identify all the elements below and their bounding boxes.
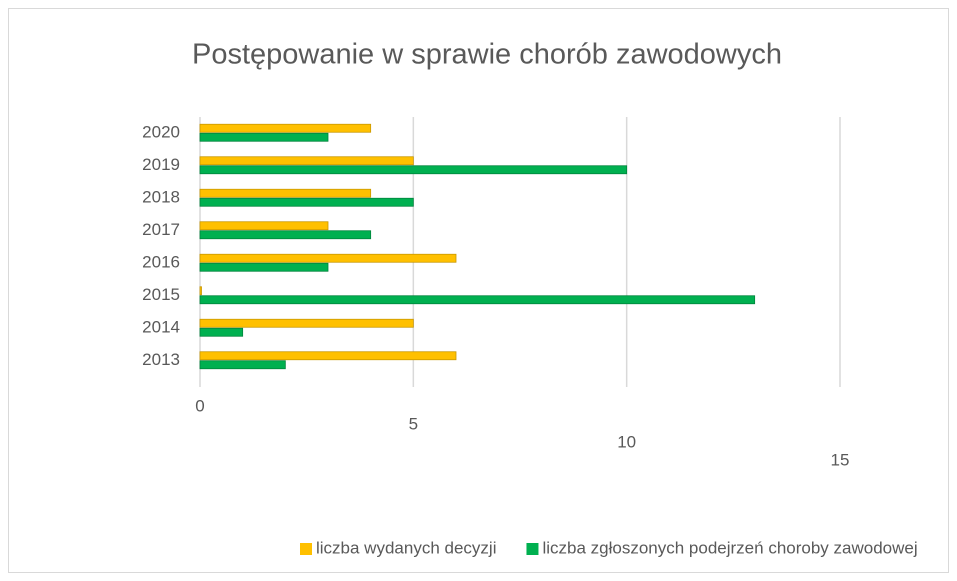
chart-frame xyxy=(8,8,949,573)
x-tick-label: 5 xyxy=(409,414,418,433)
legend-label: liczba zgłoszonych podejrzeń choroby zaw… xyxy=(542,538,917,557)
bar xyxy=(199,221,329,231)
y-tick-label: 2017 xyxy=(142,220,180,239)
y-tick-label: 2013 xyxy=(142,350,180,369)
bar xyxy=(199,156,414,166)
x-tick-label: 15 xyxy=(831,450,850,469)
bar xyxy=(199,327,244,337)
bar xyxy=(199,188,372,198)
x-tick-label: 10 xyxy=(617,432,636,451)
bar xyxy=(199,197,414,207)
chart-title: Postępowanie w sprawie chorób zawodowych xyxy=(192,39,782,71)
legend-swatch xyxy=(300,543,312,555)
bar xyxy=(199,351,457,361)
y-tick-label: 2015 xyxy=(142,285,180,304)
legend-label: liczba wydanych decyzji xyxy=(316,538,496,557)
bar xyxy=(199,295,756,305)
bar xyxy=(199,253,457,263)
bar xyxy=(199,165,628,175)
bar xyxy=(199,123,372,133)
bar xyxy=(199,230,372,240)
y-tick-label: 2020 xyxy=(142,123,180,142)
bar xyxy=(199,318,414,328)
bar xyxy=(199,132,329,142)
y-tick-label: 2014 xyxy=(142,318,180,337)
x-tick-label: 0 xyxy=(195,396,204,415)
y-tick-label: 2019 xyxy=(142,155,180,174)
y-tick-label: 2016 xyxy=(142,253,180,272)
bar xyxy=(199,360,286,370)
legend-swatch xyxy=(526,543,539,555)
y-tick-label: 2018 xyxy=(142,188,180,207)
bar xyxy=(199,262,329,272)
bar xyxy=(199,286,202,296)
